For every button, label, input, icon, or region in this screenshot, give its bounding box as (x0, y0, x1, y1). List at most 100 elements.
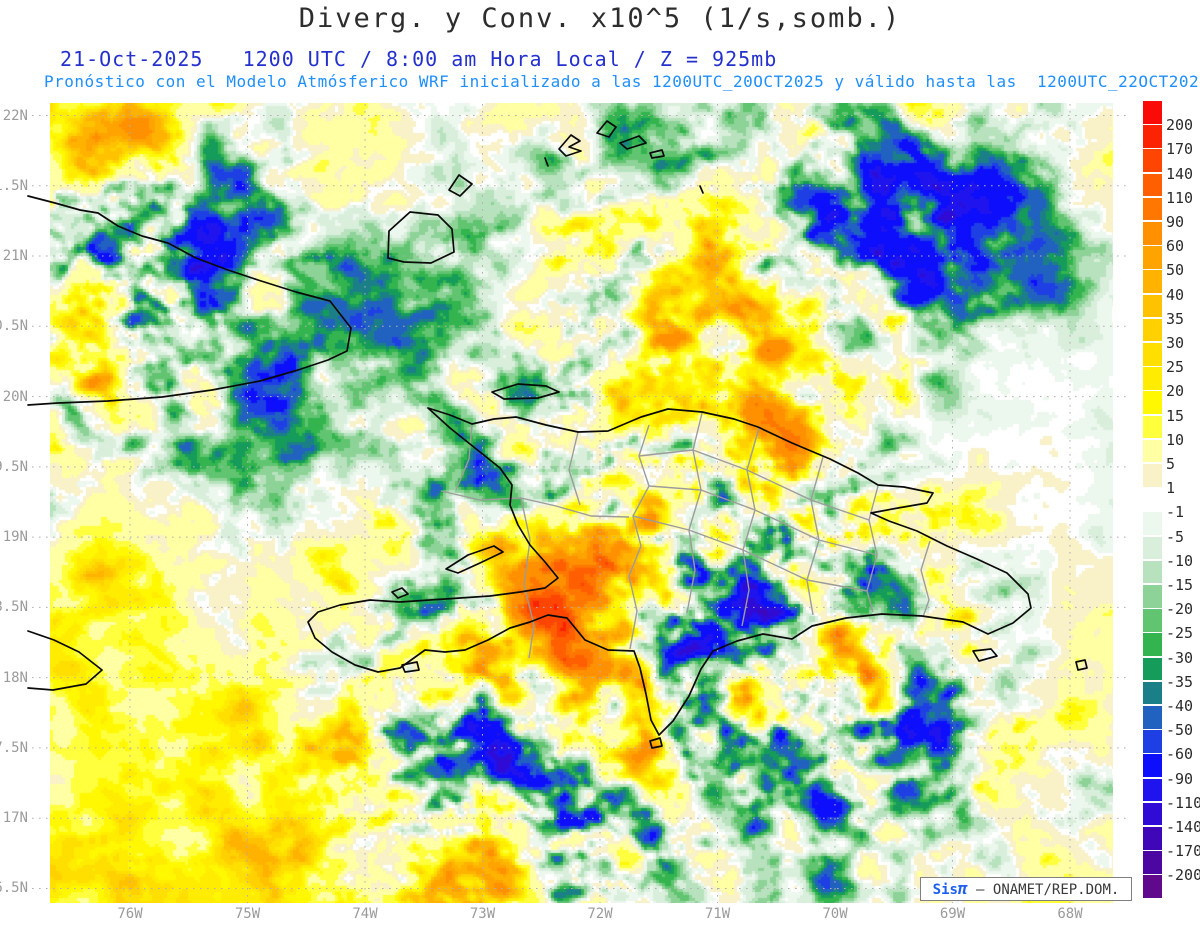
colorbar-tick-label: -90 (1166, 769, 1194, 788)
colorbar-tick-label: -140 (1166, 818, 1200, 836)
colorbar-segment (1143, 609, 1162, 632)
coastline-cayemites (391, 587, 409, 599)
colorbar-segment (1143, 827, 1162, 850)
x-axis-label: 75W (234, 906, 261, 922)
colorbar-segment (1143, 415, 1162, 439)
coastline-ile-a-vache (401, 661, 420, 673)
coastline-little-inagua (448, 174, 473, 197)
colorbar-segment (1143, 633, 1162, 656)
department-line (520, 497, 535, 659)
coastline-turks-cay (649, 149, 665, 159)
coastline-gonave (445, 545, 504, 574)
province-line (866, 485, 879, 613)
colorbar-segment (1143, 246, 1162, 269)
colorbar-tick-label: 15 (1166, 406, 1185, 425)
colorbar-tick-label: -200 (1166, 866, 1200, 885)
colorbar-segment (1143, 778, 1162, 802)
coastline-hispaniola (307, 407, 1032, 736)
y-axis-label: 9.5N (0, 458, 28, 475)
colorbar-tick-label: 140 (1166, 164, 1194, 183)
subtitle-datetime: 21-Oct-2025 1200 UTC / 8:00 am Hora Loca… (60, 47, 778, 71)
colorbar-segment (1143, 536, 1162, 560)
coastline-cuba (27, 195, 352, 406)
colorbar-tick-label: -5 (1166, 527, 1185, 546)
y-axis-label: 17N (2, 810, 28, 827)
coastline-small-cay (544, 157, 549, 167)
colorbar-tick-label: 1 (1166, 479, 1176, 498)
colorbar-segment (1143, 149, 1162, 172)
province-line (686, 412, 703, 614)
colorbar-tick-label: 35 (1166, 309, 1185, 328)
x-axis-label: 74W (352, 906, 378, 922)
y-axis-label: 18N (2, 669, 28, 686)
colorbar-segment (1143, 222, 1162, 245)
colorbar-tick-label: -110 (1166, 793, 1200, 812)
colorbar-tick-label: 10 (1166, 430, 1185, 449)
colorbar-tick-label: -60 (1166, 745, 1194, 764)
x-axis-label: 69W (939, 906, 966, 922)
y-axis-label: 7.5N (0, 739, 28, 756)
x-axis-label: 70W (822, 906, 848, 922)
stamp-label: – ONAMET/REP.DOM. (967, 882, 1120, 898)
colorbar-tick-label: 5 (1166, 455, 1176, 473)
colorbar-tick-label: 60 (1166, 237, 1185, 256)
colorbar-tick-label: -50 (1166, 721, 1194, 740)
colorbar-tick-label: 40 (1166, 285, 1185, 304)
colorbar-segment (1143, 101, 1162, 124)
y-axis-label: 20N (2, 388, 28, 405)
colorbar-segment (1143, 343, 1162, 366)
colorbar-segment (1143, 560, 1162, 584)
colorbar-tick-label: -15 (1166, 576, 1194, 594)
colorbar-segment (1143, 125, 1162, 148)
grid-lines (32, 104, 1128, 903)
province-line (741, 427, 760, 627)
colorbar-segment (1143, 294, 1162, 318)
colorbar-segment (1143, 802, 1162, 826)
colorbar-segment (1143, 585, 1162, 608)
colorbar-segment (1143, 488, 1162, 511)
colorbar-segment (1143, 197, 1162, 221)
coastline-jamaica (27, 630, 103, 691)
colorbar-segment (1143, 391, 1162, 414)
coastline-caicos-cay (596, 120, 617, 138)
colorbar-tick-label: -35 (1166, 672, 1194, 691)
colorbar-segment (1143, 754, 1162, 777)
y-axis-label: 21N (2, 248, 28, 265)
province-line (920, 540, 931, 618)
colorbar-segment (1143, 439, 1162, 463)
colorbar-tick-label: -25 (1166, 624, 1194, 643)
province-line (632, 515, 868, 592)
province-line (638, 449, 870, 521)
department-line (455, 423, 473, 491)
colorbar-tick-label: 170 (1166, 140, 1194, 159)
coastline-great-inagua (387, 211, 455, 264)
coastline-beata (649, 737, 663, 749)
colorbar-tick-label: 50 (1166, 261, 1185, 280)
colorbar-tick-label: -40 (1166, 697, 1194, 715)
coastline-mona (1075, 659, 1088, 671)
colorbar-segment (1143, 681, 1162, 705)
colorbar-tick-label: 20 (1166, 382, 1185, 401)
x-axis-label: 72W (587, 906, 613, 922)
x-axis-label: 76W (117, 906, 143, 922)
colorbar-segment (1143, 512, 1162, 535)
x-axis-label: 73W (469, 906, 496, 922)
colorbar-segment (1143, 851, 1162, 874)
colorbar-segment (1143, 875, 1162, 898)
coastline-caicos-cay (619, 135, 647, 150)
colorbar-tick-label: -1 (1166, 503, 1185, 522)
colorbar-tick-label: 110 (1166, 188, 1194, 207)
y-axis-label: 22N (2, 107, 28, 124)
coastline-caicos-hook (558, 134, 582, 157)
colorbar-tick-label: -30 (1166, 648, 1194, 667)
colorbar-tick-label: 25 (1166, 358, 1185, 377)
colorbar-segment (1143, 730, 1162, 753)
province-line (648, 485, 878, 556)
sispi-brand: Sis (932, 882, 958, 898)
colorbar-segment (1143, 464, 1162, 487)
pi-symbol: π (957, 879, 968, 898)
colorbar-segment (1143, 173, 1162, 197)
subtitle-model-info: Pronóstico con el Modelo Atmósferico WRF… (44, 72, 1200, 91)
colorbar-segment (1143, 270, 1162, 293)
